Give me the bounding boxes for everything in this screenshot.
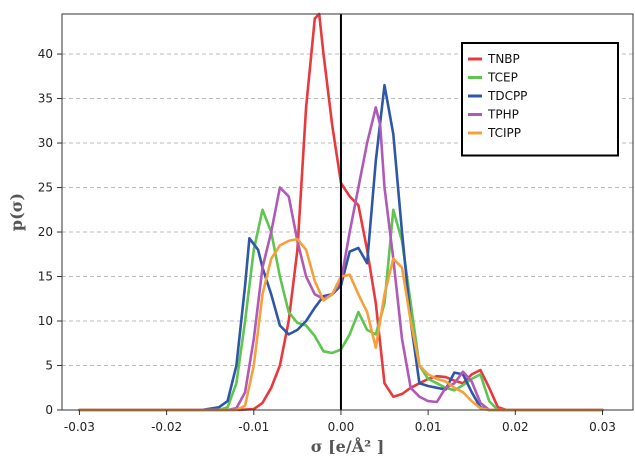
legend-label-tphp: TPHP — [487, 108, 519, 122]
y-tick-label: 35 — [38, 92, 53, 106]
y-tick-label: 15 — [38, 270, 53, 284]
y-tick-label: 25 — [38, 181, 53, 195]
legend: TNBP TCEP TDCPP TPHP TCIPP — [461, 42, 619, 157]
y-tick-label: 20 — [38, 225, 53, 239]
x-tick-label: 0.00 — [328, 420, 355, 434]
x-tick-label: -0.02 — [151, 420, 182, 434]
series-line-tcipp — [78, 237, 604, 412]
x-tick-label: -0.03 — [64, 420, 95, 434]
y-tick-label: 30 — [38, 136, 53, 150]
legend-label-tnbp: TNBP — [487, 52, 520, 66]
x-axis: -0.03 -0.02 -0.01 0.00 0.01 0.02 0.03 — [64, 410, 616, 434]
y-axis: 0 5 10 15 20 25 30 35 40 — [38, 47, 62, 417]
x-tick-label: 0.01 — [415, 420, 442, 434]
x-tick-label: 0.02 — [502, 420, 529, 434]
y-tick-label: 5 — [45, 359, 53, 373]
x-tick-label: 0.03 — [589, 420, 616, 434]
y-axis-title: p(σ) — [7, 193, 26, 231]
legend-label-tdcpp: TDCPP — [487, 89, 527, 103]
x-axis-title: σ [e/Å² ] — [311, 435, 385, 456]
y-tick-label: 0 — [45, 403, 53, 417]
series-line-tphp — [78, 106, 604, 412]
y-tick-label: 10 — [38, 314, 53, 328]
plot-area-frame — [61, 13, 634, 411]
x-tick-label: -0.01 — [238, 420, 269, 434]
legend-label-tcipp: TCIPP — [487, 126, 521, 140]
y-tick-label: 40 — [38, 47, 53, 61]
legend-box — [461, 42, 619, 157]
legend-label-tcep: TCEP — [487, 71, 518, 85]
